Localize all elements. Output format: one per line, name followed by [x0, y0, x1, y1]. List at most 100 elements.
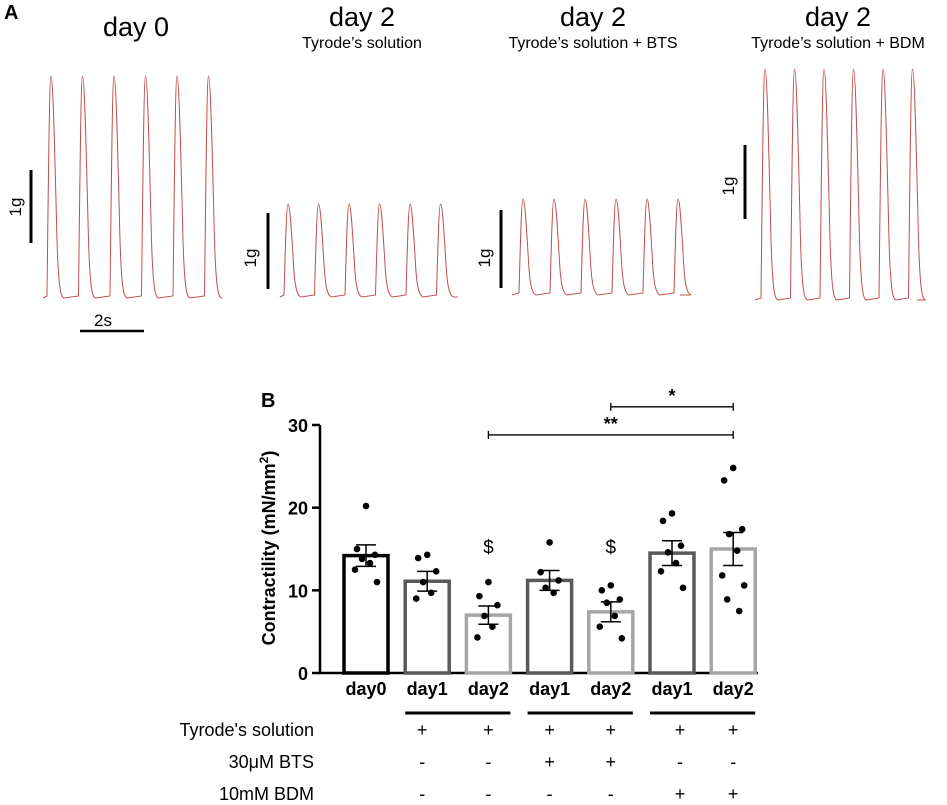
data-point [729, 464, 737, 472]
condition-mark: + [544, 752, 555, 772]
data-point [432, 568, 440, 575]
data-point [353, 545, 361, 553]
data-point [546, 539, 553, 546]
condition-mark: - [677, 752, 683, 772]
data-point [373, 578, 381, 586]
data-point [616, 596, 624, 603]
condition-mark: + [727, 720, 739, 740]
trace-title-1: day 0 [102, 12, 170, 42]
trace-subtitle-2: Tyrode’s solution [302, 35, 422, 52]
scale-label-1: 1g [6, 198, 25, 217]
traces-svg: 1g 1g 1g 1g 2s [6, 68, 926, 333]
data-point [474, 634, 481, 641]
data-point [659, 517, 667, 525]
condition-mark: - [485, 752, 492, 772]
data-point [419, 578, 427, 586]
data-point [679, 584, 687, 592]
time-scale-label: 2s [94, 311, 112, 330]
trace-subtitle-3: Tyrode’s solution + BTS [508, 35, 678, 52]
data-point [603, 599, 611, 607]
bar [342, 553, 390, 675]
data-point [677, 542, 685, 549]
data-point [351, 566, 359, 573]
condition-label: 10mM BDM [218, 784, 314, 804]
significance-label: ** [604, 414, 618, 434]
data-point [537, 568, 544, 576]
force-trace-3 [511, 198, 692, 296]
condition-mark: - [730, 752, 737, 772]
bar [525, 578, 574, 675]
data-point [494, 601, 501, 609]
panel-b-label: B [261, 390, 276, 412]
data-point [555, 577, 562, 584]
data-point [550, 589, 557, 597]
trace-title-2: day 2 [328, 2, 396, 32]
data-point [740, 582, 748, 589]
panel-a-label: A [4, 2, 19, 24]
bar-chart: Contractility (mN/mm2) 0 10 20 30 day0 day1 da… [257, 386, 758, 715]
trace-title-4: day 2 [804, 2, 872, 32]
data-point [427, 589, 435, 597]
scale-label-3: 1g [475, 249, 494, 268]
trace-title-3: day 2 [559, 2, 627, 32]
data-point [672, 559, 680, 567]
data-point [542, 584, 549, 592]
data-point [720, 477, 728, 484]
force-trace-4 [754, 68, 926, 301]
data-point [358, 555, 366, 563]
data-point [481, 612, 488, 620]
y-axis-label: Contractility (mN/mm2) [257, 451, 279, 646]
condition-mark: + [605, 752, 617, 772]
condition-mark: + [544, 720, 555, 740]
condition-mark: + [674, 720, 686, 740]
data-point [664, 549, 672, 556]
bar [648, 551, 696, 675]
data-point [485, 578, 492, 586]
data-point [607, 582, 615, 589]
condition-mark: + [483, 720, 494, 740]
significance-dollar: $ [483, 538, 494, 559]
y-tick-label: 20 [288, 499, 308, 519]
condition-mark: + [605, 720, 617, 740]
bar [403, 579, 451, 675]
data-point [366, 559, 374, 567]
condition-mark: + [674, 784, 686, 804]
condition-mark: - [419, 784, 426, 804]
condition-label: 30μM BTS [228, 752, 314, 772]
data-point [718, 572, 726, 579]
y-tick-label: 30 [288, 416, 308, 436]
condition-mark: - [607, 784, 614, 804]
data-point [423, 551, 431, 559]
trace-subtitle-4: Tyrode’s solution + BDM [751, 35, 925, 52]
significance-label: * [668, 386, 675, 406]
x-tick-label: day1 [651, 679, 692, 699]
x-tick-label: day1 [529, 679, 570, 699]
bar [709, 547, 757, 675]
data-point [596, 623, 604, 631]
scale-label-4: 1g [719, 177, 738, 196]
data-point [733, 547, 741, 554]
force-trace-2 [279, 203, 458, 298]
data-point [668, 510, 676, 517]
data-point [412, 595, 420, 602]
x-tick-label: day1 [407, 679, 448, 699]
data-point [738, 525, 746, 533]
x-tick-label: day2 [590, 679, 631, 699]
x-tick-label: day0 [345, 679, 386, 699]
y-tick-label: 10 [288, 581, 308, 601]
data-point [489, 623, 496, 631]
data-point [725, 530, 733, 538]
y-tick-label: 0 [298, 664, 308, 684]
data-point [657, 568, 665, 575]
force-trace-1 [42, 75, 222, 299]
data-point [371, 551, 379, 559]
data-point [618, 634, 626, 642]
condition-mark: + [727, 784, 739, 804]
condition-mark: - [546, 784, 553, 804]
data-point [735, 607, 743, 615]
data-point [611, 612, 619, 620]
condition-label: Tyrode's solution [179, 720, 314, 740]
data-point [598, 587, 606, 594]
significance-dollar: $ [606, 538, 617, 559]
condition-mark: + [416, 720, 428, 740]
